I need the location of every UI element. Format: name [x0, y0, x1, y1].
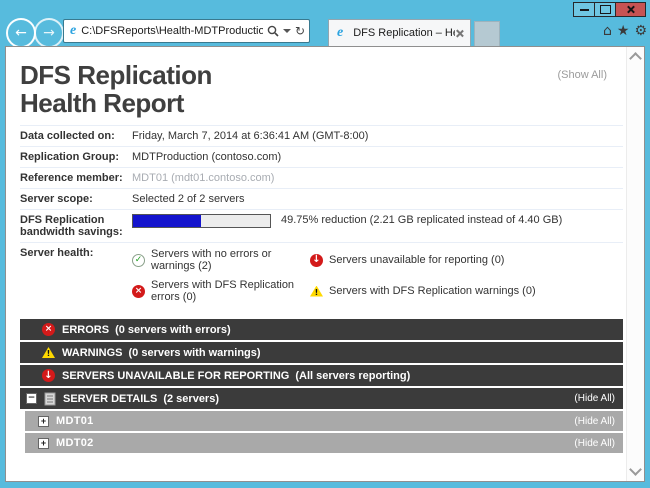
section-detail: (2 servers) — [163, 392, 219, 405]
health-item-label: Servers with DFS Replication warnings (0… — [329, 285, 536, 297]
server-row-mdt01[interactable]: + MDT01 (Hide All) — [25, 411, 623, 431]
field-label: Server scope: — [20, 193, 93, 205]
server-health-grid: ✓ Servers with no errors or warnings (2)… — [132, 247, 623, 303]
scroll-down-icon[interactable] — [629, 463, 642, 476]
favorites-star-icon[interactable]: ★ — [616, 23, 630, 39]
section-unavailable[interactable]: ↓ SERVERS UNAVAILABLE FOR REPORTING (All… — [20, 365, 623, 386]
section-detail: (0 servers with errors) — [115, 323, 231, 336]
bandwidth-summary: 49.75% reduction (2.21 GB replicated ins… — [281, 214, 563, 226]
health-item-label: Servers with no errors or warnings (2) — [151, 248, 272, 272]
section-errors[interactable]: × ERRORS (0 servers with errors) — [20, 319, 623, 340]
ie-page-icon: e — [70, 23, 77, 38]
browser-action-icons: ⌂ ★ ⚙ — [603, 24, 647, 38]
back-button[interactable]: ← — [6, 18, 36, 48]
maximize-button[interactable] — [594, 2, 616, 17]
url-input[interactable] — [81, 25, 263, 37]
field-label: Server health: — [20, 247, 94, 259]
server-name: MDT02 — [56, 437, 94, 449]
server-icon — [44, 392, 56, 406]
minimize-icon — [579, 8, 589, 11]
minimize-button[interactable] — [573, 2, 595, 17]
scroll-up-icon[interactable] — [629, 52, 642, 65]
address-dropdown-icon[interactable] — [282, 29, 291, 33]
ok-icon: ✓ — [132, 253, 145, 267]
health-item-label: Servers with DFS Replication errors (0) — [151, 279, 295, 303]
section-label: WARNINGS — [62, 346, 123, 359]
field-value: Selected 2 of 2 servers — [132, 193, 245, 205]
expand-box-icon[interactable]: + — [38, 415, 49, 427]
health-item: × Servers with DFS Replication errors (0… — [132, 279, 310, 303]
search-icon[interactable] — [267, 25, 279, 37]
health-item: ↓ Servers unavailable for reporting (0) — [310, 248, 623, 272]
section-warnings[interactable]: ! WARNINGS (0 servers with warnings) — [20, 342, 623, 363]
home-icon[interactable]: ⌂ — [602, 23, 612, 39]
close-button[interactable] — [615, 2, 646, 17]
info-row-reference-member: Reference member: MDT01 (mdt01.contoso.c… — [20, 167, 623, 188]
hide-all-link[interactable]: (Hide All) — [574, 437, 615, 449]
info-row-server-health: Server health: ✓ Servers with no errors … — [20, 242, 623, 307]
title-line-1: DFS Replication — [20, 60, 212, 90]
section-label: ERRORS — [62, 323, 110, 336]
expand-box-icon[interactable]: + — [38, 437, 49, 449]
server-row-mdt02[interactable]: + MDT02 (Hide All) — [25, 433, 623, 453]
show-all-link[interactable]: (Show All) — [557, 69, 607, 81]
warning-icon: ! — [42, 347, 55, 358]
error-icon: × — [42, 323, 55, 336]
report-sections: × ERRORS (0 servers with errors) ! WARNI… — [20, 319, 623, 453]
maximize-icon — [599, 5, 611, 14]
close-icon — [626, 5, 635, 14]
hide-all-link[interactable]: (Hide All) — [574, 393, 615, 404]
bandwidth-bar-fill — [133, 215, 202, 227]
page-title: DFS Replication Health Report — [20, 61, 623, 117]
title-line-2: Health Report — [20, 88, 184, 118]
health-item: ✓ Servers with no errors or warnings (2) — [132, 248, 310, 272]
bandwidth-progress-bar — [132, 214, 271, 228]
field-value: MDTProduction (contoso.com) — [132, 151, 282, 163]
section-server-details[interactable]: − SERVER DETAILS (2 servers) (Hide All) — [20, 388, 623, 409]
report-page: DFS Replication Health Report (Show All)… — [6, 47, 627, 481]
tab-close-icon[interactable] — [455, 29, 464, 38]
info-row-server-scope: Server scope: Selected 2 of 2 servers — [20, 188, 623, 209]
info-row-bandwidth: DFS Replication bandwidth savings: 49.75… — [20, 209, 623, 242]
section-label: SERVERS UNAVAILABLE FOR REPORTING — [62, 369, 290, 382]
report-header: DFS Replication Health Report (Show All) — [20, 61, 623, 117]
titlebar — [0, 0, 650, 17]
navigation-bar: ← → e ↻ e DFS Replication – Health Re...… — [0, 17, 650, 48]
browser-tab[interactable]: e DFS Replication – Health Re... — [328, 19, 471, 46]
section-detail: (0 servers with warnings) — [128, 346, 261, 359]
info-row-data-collected: Data collected on: Friday, March 7, 2014… — [20, 125, 623, 146]
field-value: Friday, March 7, 2014 at 6:36:41 AM (GMT… — [132, 130, 369, 142]
hide-all-link[interactable]: (Hide All) — [574, 415, 615, 427]
tab-favicon-icon: e — [337, 25, 344, 40]
section-detail: (All servers reporting) — [295, 369, 411, 382]
new-tab-button[interactable] — [474, 21, 500, 47]
refresh-icon[interactable]: ↻ — [294, 24, 305, 38]
error-icon: × — [132, 284, 145, 298]
field-label: Data collected on: — [20, 130, 115, 142]
collapse-box-icon[interactable]: − — [26, 393, 37, 404]
forward-button[interactable]: → — [34, 18, 64, 48]
field-label: Reference member: — [20, 172, 123, 184]
health-item-label: Servers unavailable for reporting (0) — [329, 254, 505, 266]
address-bar[interactable]: e ↻ — [63, 19, 310, 43]
info-row-replication-group: Replication Group: MDTProduction (contos… — [20, 146, 623, 167]
unavailable-icon: ↓ — [42, 369, 55, 382]
field-label: Replication Group: — [20, 151, 119, 163]
health-item: ! Servers with DFS Replication warnings … — [310, 279, 623, 303]
section-label: SERVER DETAILS — [63, 392, 158, 405]
field-label: DFS Replication bandwidth savings: — [20, 214, 123, 238]
report-info-table: Data collected on: Friday, March 7, 2014… — [20, 125, 623, 307]
unavailable-icon: ↓ — [310, 253, 323, 267]
settings-gear-icon[interactable]: ⚙ — [634, 23, 647, 39]
field-value: MDT01 (mdt01.contoso.com) — [132, 172, 275, 184]
server-name: MDT01 — [56, 415, 94, 427]
window-controls — [573, 2, 646, 17]
tab-title: DFS Replication – Health Re... — [353, 27, 455, 39]
warning-icon: ! — [310, 285, 323, 297]
page-content: DFS Replication Health Report (Show All)… — [5, 46, 645, 482]
vertical-scrollbar[interactable] — [626, 47, 644, 481]
